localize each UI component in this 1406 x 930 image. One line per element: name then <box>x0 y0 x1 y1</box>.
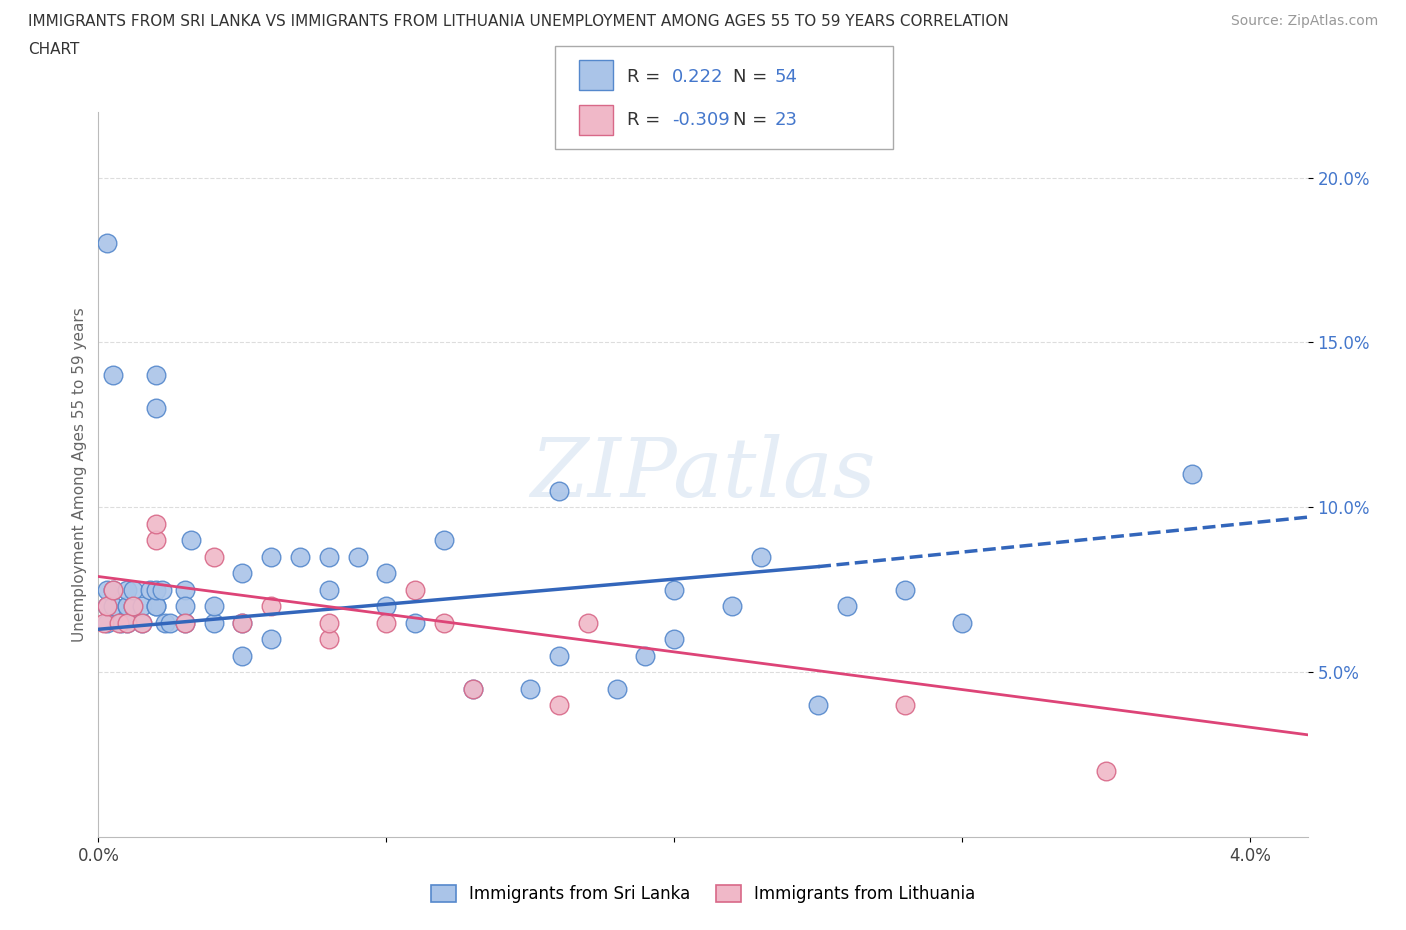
Point <box>131 616 153 631</box>
Point <box>231 565 253 580</box>
Point <box>173 582 195 597</box>
Point <box>404 616 426 631</box>
Point <box>115 616 138 631</box>
Point <box>1181 467 1204 482</box>
Text: 54: 54 <box>775 68 797 86</box>
Point <box>115 599 138 614</box>
Point <box>375 565 398 580</box>
Point <box>122 599 145 614</box>
Point <box>318 616 340 631</box>
Text: 23: 23 <box>775 111 797 129</box>
Point <box>404 582 426 597</box>
Text: R =: R = <box>627 111 666 129</box>
Point <box>807 698 830 712</box>
Point <box>1095 764 1118 778</box>
Point <box>145 533 167 548</box>
Text: R =: R = <box>627 68 666 86</box>
Point <box>720 599 742 614</box>
Point <box>96 616 118 631</box>
Point <box>231 648 253 663</box>
Point <box>634 648 657 663</box>
Point <box>260 550 283 565</box>
Point <box>576 616 599 631</box>
Text: IMMIGRANTS FROM SRI LANKA VS IMMIGRANTS FROM LITHUANIA UNEMPLOYMENT AMONG AGES 5: IMMIGRANTS FROM SRI LANKA VS IMMIGRANTS … <box>28 14 1010 29</box>
Point <box>101 582 124 597</box>
Point <box>664 582 686 597</box>
Point <box>749 550 772 565</box>
Point <box>202 599 225 614</box>
Point <box>346 550 368 565</box>
Point <box>433 533 456 548</box>
Point <box>548 648 571 663</box>
Text: N =: N = <box>733 68 772 86</box>
Point <box>548 484 571 498</box>
Point <box>318 582 340 597</box>
Point <box>115 582 138 597</box>
Point <box>115 599 138 614</box>
Text: ZIPatlas: ZIPatlas <box>530 434 876 514</box>
Point <box>131 599 153 614</box>
Point <box>433 616 456 631</box>
Text: CHART: CHART <box>28 42 80 57</box>
Text: N =: N = <box>733 111 772 129</box>
Point <box>606 681 628 696</box>
Point <box>202 550 225 565</box>
Y-axis label: Unemployment Among Ages 55 to 59 years: Unemployment Among Ages 55 to 59 years <box>72 307 87 642</box>
Point <box>139 582 162 597</box>
Point <box>115 616 138 631</box>
Point <box>260 599 283 614</box>
Point <box>145 401 167 416</box>
Point <box>145 516 167 531</box>
Point <box>131 616 153 631</box>
Point <box>96 582 118 597</box>
Point <box>96 236 118 251</box>
Point <box>260 631 283 646</box>
Point <box>950 616 973 631</box>
Point <box>96 599 118 614</box>
Text: -0.309: -0.309 <box>672 111 730 129</box>
Point <box>153 616 176 631</box>
Point <box>122 599 145 614</box>
Point <box>173 616 195 631</box>
Point <box>173 599 195 614</box>
Point <box>461 681 484 696</box>
Point <box>231 616 253 631</box>
Point <box>318 631 340 646</box>
Point <box>145 599 167 614</box>
Point <box>202 616 225 631</box>
Point <box>893 698 915 712</box>
Point <box>145 599 167 614</box>
Point <box>101 599 124 614</box>
Point <box>110 616 132 631</box>
Point <box>375 616 398 631</box>
Point <box>461 681 484 696</box>
Point <box>180 533 202 548</box>
Point <box>893 582 915 597</box>
Point <box>318 550 340 565</box>
Point <box>96 599 118 614</box>
Point <box>145 368 167 383</box>
Point <box>122 582 145 597</box>
Point <box>548 698 571 712</box>
Text: 0.222: 0.222 <box>672 68 724 86</box>
Point <box>159 616 181 631</box>
Point <box>288 550 311 565</box>
Point <box>664 631 686 646</box>
Point <box>93 616 115 631</box>
Point <box>231 616 253 631</box>
Point <box>145 582 167 597</box>
Point <box>835 599 858 614</box>
Text: Source: ZipAtlas.com: Source: ZipAtlas.com <box>1230 14 1378 28</box>
Point <box>150 582 173 597</box>
Point <box>519 681 541 696</box>
Point <box>107 616 129 631</box>
Point <box>101 368 124 383</box>
Point <box>375 599 398 614</box>
Point <box>173 616 195 631</box>
Point <box>101 582 124 597</box>
Legend: Immigrants from Sri Lanka, Immigrants from Lithuania: Immigrants from Sri Lanka, Immigrants fr… <box>425 878 981 910</box>
